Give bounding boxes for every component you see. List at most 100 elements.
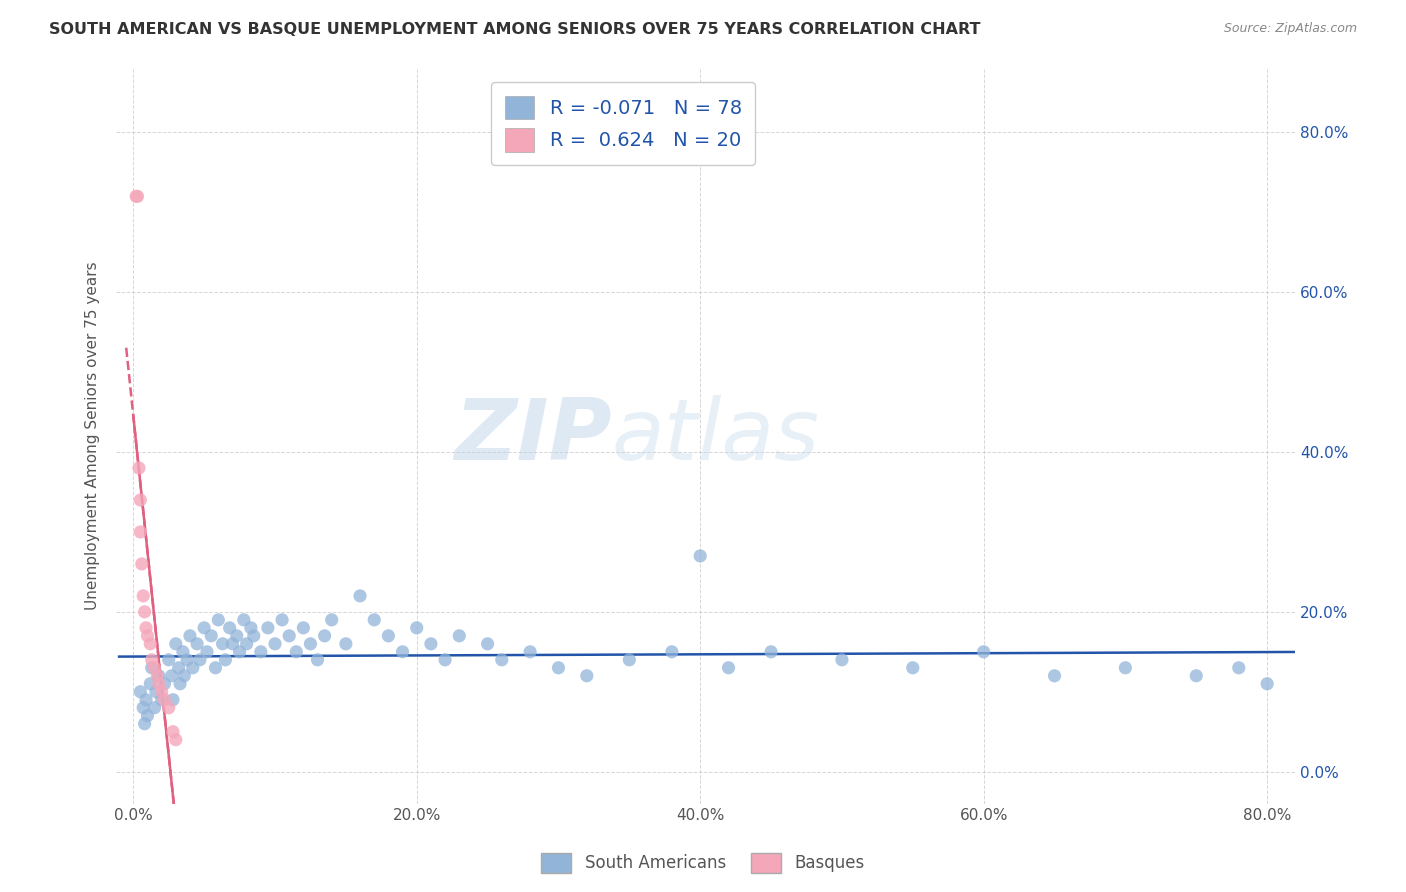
Point: [193, 621, 215, 635]
Point: [419, 637, 441, 651]
Point: [162, 692, 184, 706]
Point: [299, 637, 322, 651]
Point: [391, 645, 413, 659]
Y-axis label: Unemployment Among Seniors over 75 years: Unemployment Among Seniors over 75 years: [86, 261, 100, 610]
Point: [127, 189, 149, 203]
Point: [434, 653, 457, 667]
Point: [405, 621, 427, 635]
Text: Source: ZipAtlas.com: Source: ZipAtlas.com: [1223, 22, 1357, 36]
Point: [134, 716, 156, 731]
Point: [146, 669, 169, 683]
Point: [278, 629, 301, 643]
Legend: R = -0.071   N = 78, R =  0.624   N = 20: R = -0.071 N = 78, R = 0.624 N = 20: [491, 82, 755, 165]
Point: [575, 669, 598, 683]
Point: [257, 621, 280, 635]
Point: [162, 724, 184, 739]
Point: [195, 645, 218, 659]
Point: [141, 653, 163, 667]
Point: [1043, 669, 1066, 683]
Point: [661, 645, 683, 659]
Point: [150, 685, 173, 699]
Text: atlas: atlas: [612, 394, 820, 477]
Point: [141, 661, 163, 675]
Point: [125, 189, 148, 203]
Point: [250, 645, 273, 659]
Point: [134, 605, 156, 619]
Point: [169, 677, 191, 691]
Point: [200, 629, 222, 643]
Point: [285, 645, 308, 659]
Point: [547, 661, 569, 675]
Point: [139, 637, 162, 651]
Point: [129, 685, 152, 699]
Point: [449, 629, 471, 643]
Point: [619, 653, 641, 667]
Point: [153, 677, 176, 691]
Point: [349, 589, 371, 603]
Point: [145, 685, 167, 699]
Point: [689, 549, 711, 563]
Point: [135, 621, 157, 635]
Point: [129, 493, 152, 508]
Point: [901, 661, 924, 675]
Point: [136, 708, 159, 723]
Point: [228, 645, 250, 659]
Point: [132, 589, 155, 603]
Point: [519, 645, 541, 659]
Legend: South Americans, Basques: South Americans, Basques: [534, 847, 872, 880]
Point: [759, 645, 782, 659]
Point: [307, 653, 329, 667]
Point: [831, 653, 853, 667]
Point: [150, 692, 173, 706]
Point: [214, 653, 236, 667]
Point: [143, 661, 166, 675]
Point: [264, 637, 287, 651]
Point: [181, 661, 204, 675]
Text: SOUTH AMERICAN VS BASQUE UNEMPLOYMENT AMONG SENIORS OVER 75 YEARS CORRELATION CH: SOUTH AMERICAN VS BASQUE UNEMPLOYMENT AM…: [49, 22, 981, 37]
Point: [139, 677, 162, 691]
Point: [1256, 677, 1278, 691]
Point: [129, 524, 152, 539]
Point: [973, 645, 995, 659]
Point: [135, 692, 157, 706]
Point: [271, 613, 294, 627]
Point: [207, 613, 229, 627]
Point: [148, 677, 170, 691]
Point: [314, 629, 336, 643]
Point: [186, 637, 208, 651]
Point: [160, 669, 183, 683]
Point: [221, 637, 243, 651]
Point: [167, 661, 190, 675]
Point: [143, 700, 166, 714]
Point: [477, 637, 499, 651]
Point: [363, 613, 385, 627]
Point: [239, 621, 262, 635]
Point: [225, 629, 247, 643]
Point: [157, 700, 180, 714]
Point: [188, 653, 211, 667]
Point: [157, 653, 180, 667]
Point: [128, 461, 150, 475]
Point: [1114, 661, 1136, 675]
Point: [165, 637, 187, 651]
Point: [377, 629, 399, 643]
Point: [1227, 661, 1250, 675]
Point: [321, 613, 343, 627]
Point: [292, 621, 315, 635]
Point: [204, 661, 226, 675]
Text: ZIP: ZIP: [454, 394, 612, 477]
Point: [173, 669, 195, 683]
Point: [211, 637, 233, 651]
Point: [242, 629, 264, 643]
Point: [491, 653, 513, 667]
Point: [176, 653, 198, 667]
Point: [232, 613, 254, 627]
Point: [1185, 669, 1208, 683]
Point: [335, 637, 357, 651]
Point: [179, 629, 201, 643]
Point: [132, 700, 155, 714]
Point: [717, 661, 740, 675]
Point: [131, 557, 153, 571]
Point: [218, 621, 240, 635]
Point: [165, 732, 187, 747]
